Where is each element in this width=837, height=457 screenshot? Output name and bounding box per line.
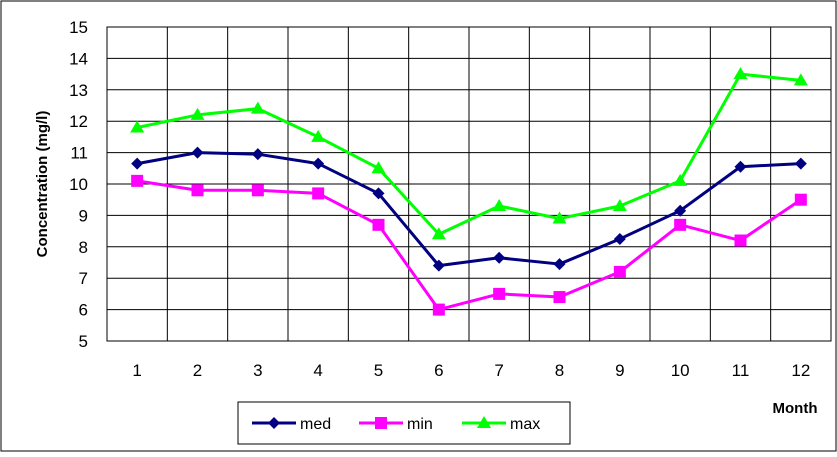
y-tick-label: 10 bbox=[69, 175, 88, 194]
data-point-min bbox=[734, 234, 747, 247]
series-lines bbox=[130, 67, 808, 316]
data-point-max bbox=[190, 107, 205, 120]
series-line-max bbox=[136, 72, 801, 236]
plot-area bbox=[106, 26, 832, 342]
legend-marker-max bbox=[477, 416, 491, 428]
x-tick-label: 9 bbox=[615, 361, 624, 380]
y-tick-label: 11 bbox=[70, 144, 88, 163]
data-point-med bbox=[493, 251, 506, 264]
data-point-max bbox=[733, 67, 748, 80]
data-point-med bbox=[372, 187, 385, 200]
x-tick-label: 10 bbox=[671, 361, 690, 380]
y-tick-label: 12 bbox=[69, 112, 88, 131]
y-tick-label: 5 bbox=[79, 332, 88, 351]
data-point-min bbox=[432, 303, 445, 316]
x-tick-label: 4 bbox=[313, 361, 322, 380]
x-tick-label: 1 bbox=[132, 361, 141, 380]
legend-label-min: min bbox=[407, 416, 433, 433]
data-point-min bbox=[131, 174, 144, 187]
x-tick-label: 12 bbox=[791, 361, 810, 380]
legend-label-max: max bbox=[510, 416, 540, 433]
x-tick-labels: 1 2 3 4 5 6 7 8 9 10 11 12 bbox=[132, 361, 810, 380]
data-point-max bbox=[612, 198, 627, 211]
data-point-med bbox=[432, 259, 445, 272]
y-tick-label: 14 bbox=[69, 49, 88, 68]
data-point-med bbox=[251, 148, 264, 161]
data-point-max bbox=[250, 101, 265, 114]
data-point-min bbox=[251, 184, 264, 197]
data-point-med bbox=[312, 157, 325, 170]
data-point-med bbox=[191, 146, 204, 159]
x-tick-label: 5 bbox=[374, 361, 383, 380]
legend: med min max bbox=[237, 401, 571, 445]
y-tick-label: 8 bbox=[79, 238, 88, 257]
data-point-min bbox=[613, 265, 626, 278]
data-point-min bbox=[191, 184, 204, 197]
legend-marker-min bbox=[375, 417, 387, 429]
series-med bbox=[131, 146, 807, 272]
data-point-med bbox=[794, 157, 807, 170]
x-axis-title: Month bbox=[773, 400, 818, 417]
series-max bbox=[130, 67, 808, 240]
data-point-min bbox=[674, 218, 687, 231]
series-line-min bbox=[136, 179, 802, 312]
data-point-max bbox=[552, 211, 567, 224]
data-point-max bbox=[311, 129, 326, 142]
x-tick-label: 2 bbox=[193, 361, 202, 380]
data-point-med bbox=[674, 204, 687, 217]
data-point-med bbox=[553, 258, 566, 271]
data-point-min bbox=[794, 193, 807, 206]
data-point-min bbox=[493, 287, 506, 300]
x-tick-label: 6 bbox=[434, 361, 443, 380]
x-tick-label: 3 bbox=[253, 361, 262, 380]
data-point-max bbox=[793, 73, 808, 86]
y-tick-label: 7 bbox=[79, 269, 88, 288]
legend-label-med: med bbox=[300, 416, 331, 433]
data-point-max bbox=[673, 173, 688, 186]
data-point-min bbox=[372, 218, 385, 231]
x-tick-label: 8 bbox=[555, 361, 564, 380]
data-point-max bbox=[371, 161, 386, 174]
data-point-max bbox=[431, 227, 446, 240]
y-tick-labels: 5 6 7 8 9 10 11 12 13 14 15 bbox=[69, 18, 88, 351]
y-axis-title: Concentration (mg/l) bbox=[34, 111, 51, 258]
data-point-min bbox=[553, 291, 566, 304]
legend-items: med min max bbox=[252, 416, 540, 433]
y-tick-label: 13 bbox=[69, 81, 88, 100]
y-tick-label: 15 bbox=[69, 18, 88, 37]
data-point-med bbox=[131, 157, 144, 170]
legend-marker-med bbox=[268, 417, 280, 429]
data-point-med bbox=[734, 160, 747, 173]
y-tick-label: 9 bbox=[79, 206, 88, 225]
x-tick-label: 11 bbox=[732, 361, 750, 380]
data-point-min bbox=[312, 187, 325, 200]
y-tick-label: 6 bbox=[79, 301, 88, 320]
data-point-max bbox=[130, 120, 145, 133]
data-point-max bbox=[492, 198, 507, 211]
series-line-med bbox=[136, 151, 801, 268]
x-tick-label: 7 bbox=[494, 361, 503, 380]
data-point-med bbox=[613, 232, 626, 245]
series-min bbox=[131, 174, 807, 316]
